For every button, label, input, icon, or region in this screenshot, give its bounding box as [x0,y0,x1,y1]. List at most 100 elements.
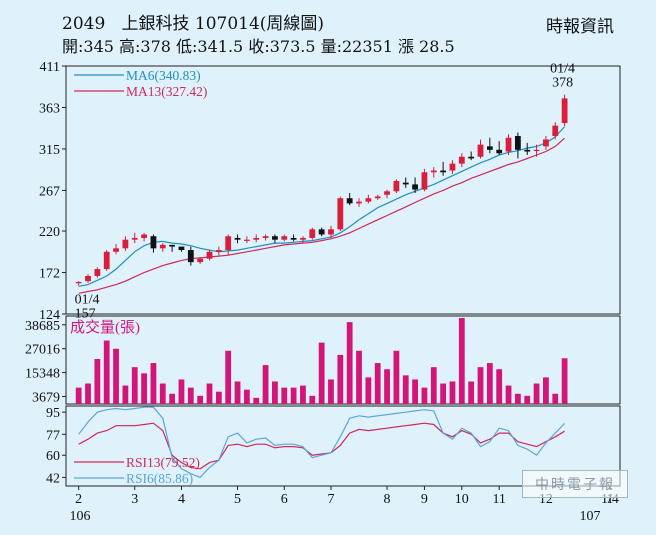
rsi-tick-label: 42 [46,471,60,486]
candle-body [430,170,437,173]
candle-body [253,237,260,240]
ma13-line [78,137,565,294]
volume-tick-label: 3679 [32,390,60,405]
candle-body [468,156,475,159]
rsi-panel: 95 77 60 42 RSI13(79.52)RSI6(85.86) [46,405,621,487]
ohlc-summary: 開:345 高:378 低:341.5 收:373.5 量:22351 漲 28… [62,37,455,56]
price-panel-frame [65,65,621,315]
volume-bar [524,395,531,404]
candle-body [75,282,82,284]
volume-bar [337,354,344,404]
volume-bar [468,381,475,404]
volume-bar [150,363,157,404]
volume-bar [103,340,110,404]
volume-bar [356,350,362,404]
low-annotation-value: 157 [75,306,96,321]
candle-body [412,184,418,190]
candle-body [552,125,559,136]
candle-body [206,251,213,259]
volume-bar [131,367,138,404]
candle-body [150,236,157,249]
volume-bar [374,363,381,404]
candle-body [505,137,512,152]
candle-body [309,229,316,238]
volume-bar [187,387,194,404]
rsi13-line [78,422,565,470]
volume-bar [215,391,222,404]
rsi13-legend-label: RSI13(79.52) [126,455,200,470]
candle-body [141,234,147,238]
candle-body [328,229,334,235]
source-label: 時報資訊 [546,17,614,37]
high-annotation-date: 01/4 [550,62,575,77]
volume-bar [159,383,166,404]
candle-body [85,275,91,282]
chart-period-label: 107014(周線圖) [194,14,325,34]
candle-body [94,269,101,276]
volume-bar [402,375,409,404]
ma6-line [78,126,566,287]
candle-body [234,237,241,240]
candle-body [477,144,484,157]
volume-bar [496,369,503,404]
volume-bar [178,379,185,404]
volume-bar [272,381,278,404]
candle-body [533,149,540,152]
candle-body [458,156,465,164]
x-tick-label: 9 [421,492,428,507]
candle-body [514,135,521,150]
volume-bar [393,350,400,404]
volume-bar [421,387,428,404]
candle-body [187,250,194,263]
candle-body [496,149,503,154]
volume-bar [85,383,91,404]
volume-bar [234,381,241,404]
x-tick-label: 5 [234,492,241,507]
high-annotation-value: 378 [552,76,573,91]
rsi-tick-label: 77 [46,428,60,443]
candle-body [356,201,362,204]
candle-body [113,248,119,252]
volume-bar [122,385,129,404]
volume-bar [384,369,390,404]
candle-body [243,239,250,241]
volume-bar [505,385,512,404]
candle-body [393,180,400,192]
price-panel: 411 363 315 267 220 172 124 MA6(340.83)MA13(327… [39,60,621,323]
candle-body [402,182,409,185]
candle-body [103,251,110,270]
volume-bar [543,377,549,404]
price-tick-label: 363 [39,101,60,116]
volume-bar [197,395,204,404]
ma13-legend-label: MA13(327.42) [126,84,207,99]
volume-bar [290,387,297,404]
candle-body [281,236,288,240]
rsi-panel-frame [65,405,621,487]
candle-body [197,258,204,263]
volume-bar [346,322,353,404]
x-tick-label: 6 [281,492,288,507]
volume-bar [430,367,437,404]
candle-body [486,146,493,150]
x-year-left: 106 [70,509,91,524]
candle-body [346,198,353,204]
low-annotation-date: 01/4 [75,292,100,307]
candle-body [384,191,390,195]
candle-body [262,236,269,238]
rsi-tick-label: 60 [46,449,60,464]
candle-body [365,198,372,202]
candle-body [449,163,456,171]
volume-bar [113,348,119,404]
x-year-right: 107 [580,509,601,524]
volume-bar [243,389,250,404]
volume-bar [225,350,232,404]
ma6-legend-label: MA6(340.83) [126,68,201,83]
volume-bar [458,318,465,404]
price-tick-label: 411 [40,60,60,75]
volume-bar [552,393,559,404]
candle-body [561,98,568,124]
volume-bar [328,379,334,404]
candle-body [178,246,185,251]
candle-body [318,229,325,235]
